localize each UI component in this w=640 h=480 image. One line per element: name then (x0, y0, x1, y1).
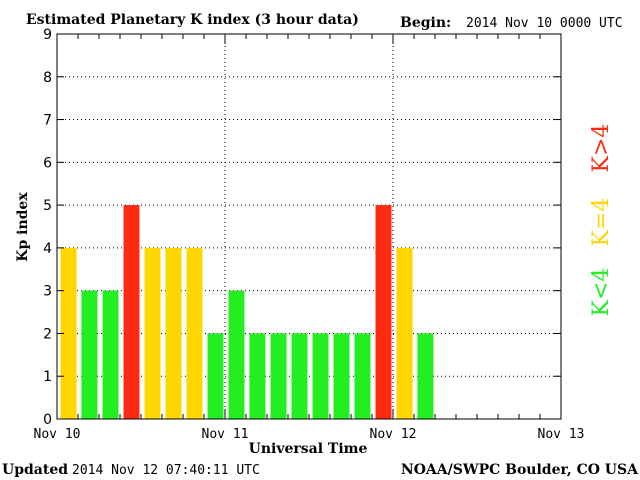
updated-label: Updated (2, 462, 68, 478)
kp-bar (354, 333, 371, 419)
legend-item: K>4 (589, 124, 614, 173)
y-tick-label: 5 (43, 198, 52, 214)
x-tick-label: Nov 12 (370, 427, 417, 442)
legend-item: K=4 (589, 198, 614, 247)
y-tick-label: 6 (43, 155, 52, 171)
kp-bar (60, 247, 77, 419)
bars (60, 205, 434, 419)
x-tick-label: Nov 13 (538, 427, 585, 442)
kp-bar (123, 205, 140, 419)
x-ticks: Nov 10 Nov 11 Nov 12 Nov 13 (34, 34, 585, 442)
kp-bar (144, 247, 161, 419)
y-tick-label: 8 (43, 70, 52, 86)
begin-value: 2014 Nov 10 0000 UTC (466, 16, 623, 31)
kp-bar (417, 333, 434, 419)
kp-bar (165, 247, 182, 419)
y-tick-label: 2 (43, 326, 52, 342)
kp-bar (81, 290, 98, 419)
x-tick-label: Nov 11 (202, 427, 249, 442)
x-tick-label: Nov 10 (34, 427, 81, 442)
kp-bar (396, 247, 413, 419)
grid-lines (57, 34, 561, 419)
y-ticks: 0 1 2 3 4 5 6 7 8 9 (43, 27, 561, 428)
y-tick-label: 3 (43, 284, 52, 300)
kp-bar (207, 333, 224, 419)
kp-bar (375, 205, 392, 419)
y-tick-label: 1 (43, 369, 52, 385)
y-axis-label: Kp index (15, 192, 31, 262)
y-tick-label: 7 (43, 113, 52, 129)
source-credit: NOAA/SWPC Boulder, CO USA (401, 462, 639, 478)
kp-bar (186, 247, 203, 419)
chart-title: Estimated Planetary K index (3 hour data… (26, 12, 359, 28)
kp-bar (228, 290, 245, 419)
updated-value: 2014 Nov 12 07:40:11 UTC (72, 463, 260, 478)
y-tick-label: 9 (43, 27, 52, 43)
kp-bar (291, 333, 308, 419)
kp-bar (249, 333, 266, 419)
kp-bar (312, 333, 329, 419)
begin-label: Begin: (400, 15, 451, 31)
legend-item: K<4 (589, 268, 614, 317)
legend: K<4 K=4 K>4 (589, 124, 614, 317)
kp-bar (270, 333, 287, 419)
kp-bar (333, 333, 350, 419)
kp-bar (102, 290, 119, 419)
y-tick-label: 0 (43, 412, 52, 428)
y-tick-label: 4 (43, 241, 52, 257)
x-axis-label: Universal Time (249, 441, 368, 457)
